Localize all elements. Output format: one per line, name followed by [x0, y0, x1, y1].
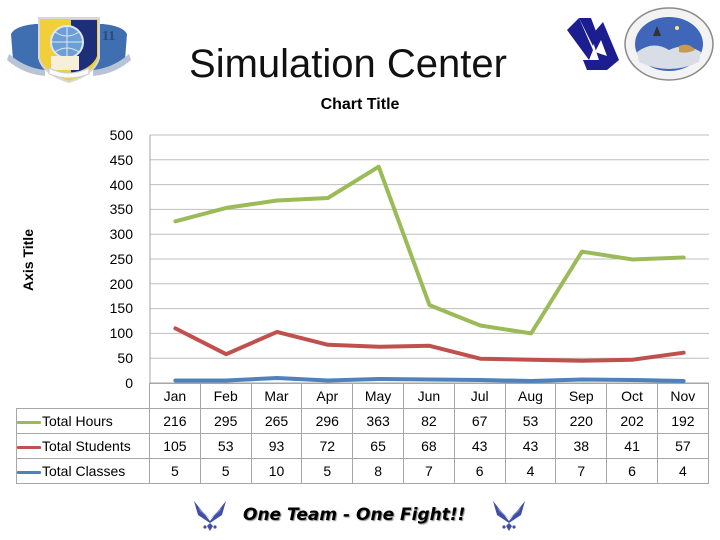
va-logo — [565, 16, 621, 72]
y-tick-label: 300 — [109, 226, 133, 242]
y-tick-label: 200 — [109, 276, 133, 292]
table-cell: 6 — [606, 458, 658, 484]
category-label: Aug — [504, 383, 557, 409]
series-name: Total Classes — [42, 463, 126, 479]
table-cell: 38 — [555, 433, 608, 459]
table-cell: 43 — [453, 433, 506, 459]
table-cell: 4 — [656, 458, 709, 484]
wing-shield-logo: 11 — [5, 12, 133, 84]
y-tick-label: 50 — [117, 350, 133, 366]
legend-key-blue — [17, 470, 41, 474]
y-tick-label: 250 — [109, 251, 133, 267]
table-cell: 43 — [504, 433, 557, 459]
category-label: May — [352, 383, 404, 409]
legend-key-green — [17, 420, 41, 424]
gridlines — [150, 134, 709, 384]
table-cell: 57 — [656, 433, 709, 459]
table-cell: 265 — [250, 408, 303, 434]
table-cell: 72 — [301, 433, 354, 459]
y-tick-label: 100 — [109, 325, 133, 341]
y-tick-label: 150 — [109, 300, 133, 316]
category-label: Apr — [301, 383, 354, 409]
category-label: Mar — [250, 383, 303, 409]
table-cell: 67 — [453, 408, 506, 434]
legend-key-red — [17, 445, 41, 449]
air-force-symbol-icon-left — [192, 497, 228, 533]
table-cell: 6 — [453, 458, 506, 484]
category-label: Jun — [402, 383, 455, 409]
category-label: Feb — [199, 383, 252, 409]
svg-text:11: 11 — [102, 29, 115, 44]
category-label: Sep — [555, 383, 608, 409]
table-cell: 5 — [199, 458, 252, 484]
table-cell: 53 — [504, 408, 557, 434]
table-header-row: Jan Feb Mar Apr May Jun Jul Aug Sep Oct … — [16, 383, 709, 409]
table-row-total-classes: Total Classes 5 5 10 5 8 7 6 4 7 6 4 — [16, 458, 709, 484]
table-cell: 93 — [250, 433, 303, 459]
table-cell: 295 — [199, 408, 252, 434]
series-lines — [173, 164, 686, 383]
table-cell: 41 — [606, 433, 658, 459]
table-cell: 5 — [301, 458, 354, 484]
legend-total-students: Total Students — [16, 433, 150, 459]
table-cell: 220 — [555, 408, 608, 434]
footer-slogan: One Team - One Fight!! — [243, 505, 466, 525]
category-label: Nov — [656, 383, 709, 409]
series-name: Total Students — [42, 438, 131, 454]
category-label: Jan — [149, 383, 201, 409]
table-row-total-hours: Total Hours 216 295 265 296 363 82 67 53… — [16, 408, 709, 434]
legend-total-hours: Total Hours — [16, 408, 150, 434]
table-cell: 5 — [149, 458, 201, 484]
table-cell: 53 — [199, 433, 252, 459]
chart-title: Chart Title — [320, 96, 400, 113]
series-line-total-classes — [173, 376, 686, 383]
table-cell: 296 — [301, 408, 354, 434]
chart-data-table: Jan Feb Mar Apr May Jun Jul Aug Sep Oct … — [16, 383, 709, 484]
series-line-total-hours — [173, 164, 686, 336]
table-row-total-students: Total Students 105 53 93 72 65 68 43 43 … — [16, 433, 709, 459]
arctic-warriors-seal-logo — [623, 6, 715, 82]
series-name: Total Hours — [42, 413, 113, 429]
table-cell: 8 — [352, 458, 404, 484]
y-tick-label: 500 — [109, 127, 133, 143]
table-cell: 10 — [250, 458, 303, 484]
table-cell: 7 — [402, 458, 455, 484]
category-label: Jul — [453, 383, 506, 409]
table-cell: 4 — [504, 458, 557, 484]
y-tick-label: 350 — [109, 201, 133, 217]
air-force-symbol-icon-right — [491, 497, 527, 533]
table-cell: 65 — [352, 433, 404, 459]
legend-total-classes: Total Classes — [16, 458, 150, 484]
table-cell: 216 — [149, 408, 201, 434]
plot-area — [149, 134, 709, 384]
table-cell: 363 — [352, 408, 404, 434]
table-cell: 192 — [656, 408, 709, 434]
y-tick-label: 400 — [109, 177, 133, 193]
slide-title: Simulation Center — [189, 42, 507, 86]
y-tick-label: 450 — [109, 152, 133, 168]
y-tick-label: 0 — [125, 375, 133, 391]
table-cell: 202 — [606, 408, 658, 434]
category-label: Oct — [606, 383, 658, 409]
table-cell: 82 — [402, 408, 455, 434]
table-cell: 105 — [149, 433, 201, 459]
table-cell: 68 — [402, 433, 455, 459]
table-cell: 7 — [555, 458, 608, 484]
series-line-total-students — [173, 326, 686, 363]
table-corner — [16, 383, 150, 409]
